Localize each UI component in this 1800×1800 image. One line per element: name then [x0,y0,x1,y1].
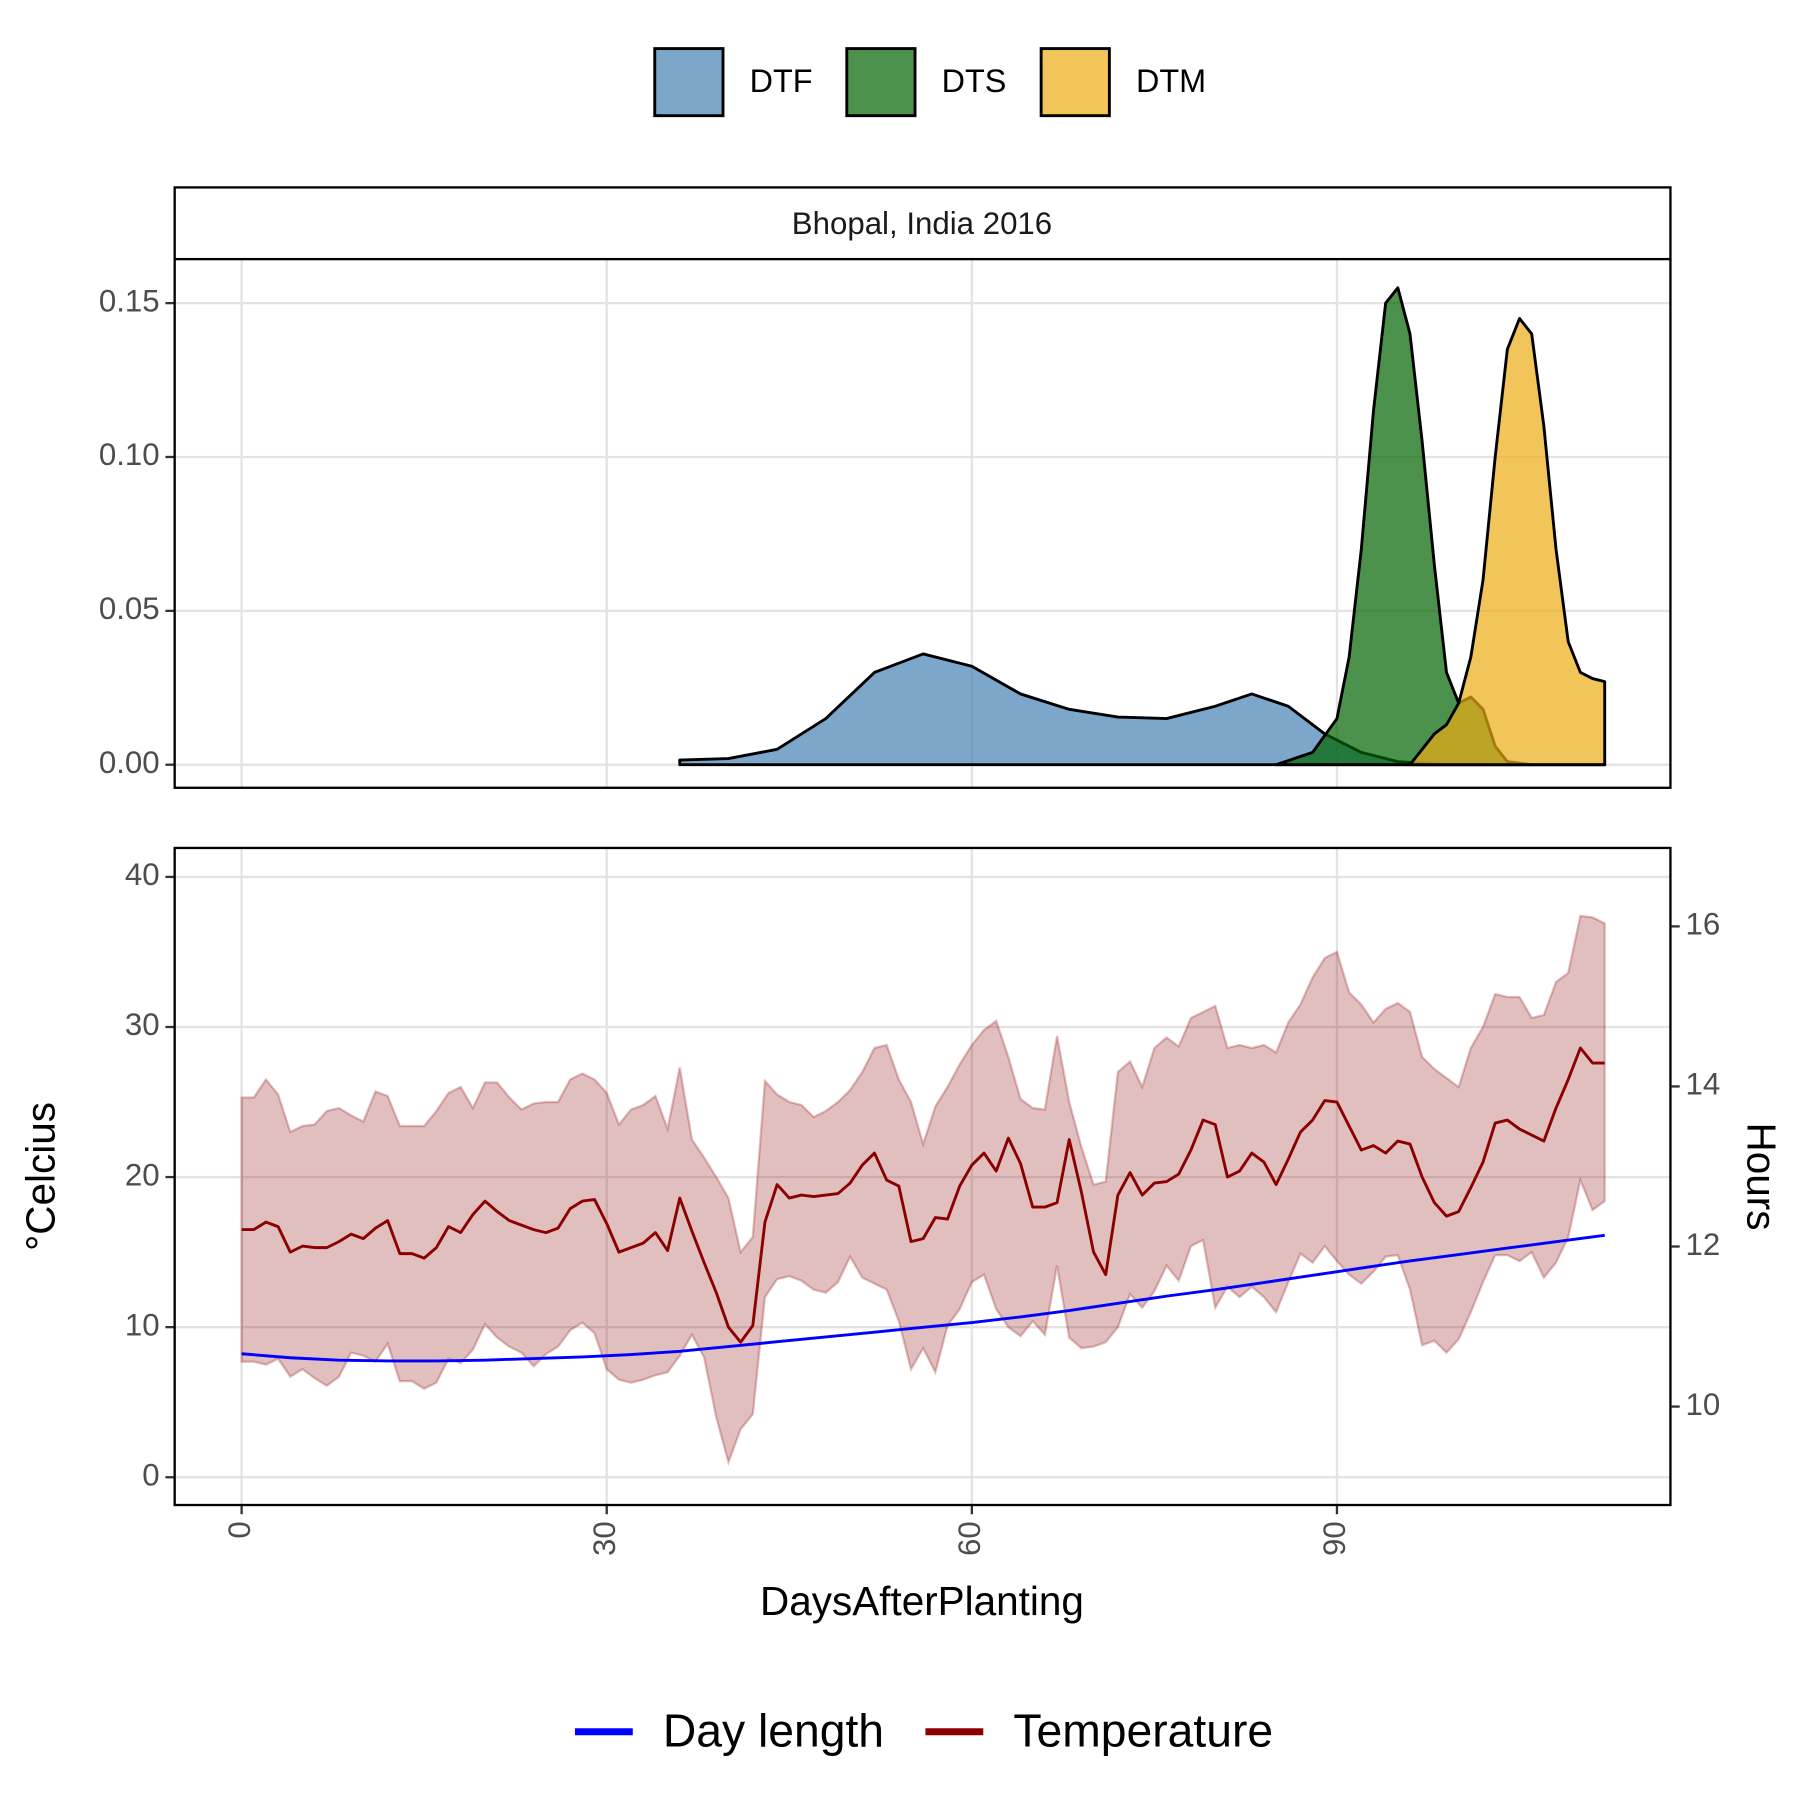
y-tick-label: 10 [125,1307,160,1342]
series-line [241,1233,1605,1363]
panel-border [173,257,1672,789]
legend-label: Temperature [1013,1704,1273,1756]
y2-tick-label: 10 [1685,1387,1720,1422]
y-tick-label: 0 [142,1457,159,1492]
y-tick-label: 20 [125,1157,160,1192]
y-tick-label: 0.05 [99,591,160,626]
panel-border [173,846,1672,1507]
x-axis-title: DaysAfterPlanting [760,1578,1084,1624]
y2-tick-label: 16 [1685,907,1720,942]
y2-axis-title: Hours [1739,1123,1785,1231]
x-tick-label: 30 [587,1521,622,1556]
facet-strip [173,186,1672,261]
x-tick-label: 90 [1317,1521,1352,1556]
x-tick-label: 60 [952,1521,987,1556]
legend-key [653,47,725,118]
legend-label: DTS [942,63,1007,99]
legend-key [1039,47,1111,118]
temperature-range [240,914,1606,1467]
y-axis-title: °Celcius [18,1102,64,1251]
y-tick-label: 40 [125,857,160,892]
legend-label: DTM [1136,63,1206,99]
facet-title: Bhopal, India 2016 [792,206,1052,241]
y-tick-label: 0.10 [99,437,160,472]
legend-label: DTF [750,63,813,99]
legend-label: Day length [663,1704,884,1756]
x-tick-label: 0 [222,1521,257,1538]
y-tick-label: 0.00 [99,745,160,780]
y-tick-label: 0.15 [99,283,160,318]
y2-tick-label: 14 [1685,1067,1720,1102]
series-line [241,1046,1605,1344]
legend-key [845,47,917,118]
density-area [1408,317,1607,767]
y-tick-label: 30 [125,1007,160,1042]
y2-tick-label: 12 [1685,1227,1720,1262]
